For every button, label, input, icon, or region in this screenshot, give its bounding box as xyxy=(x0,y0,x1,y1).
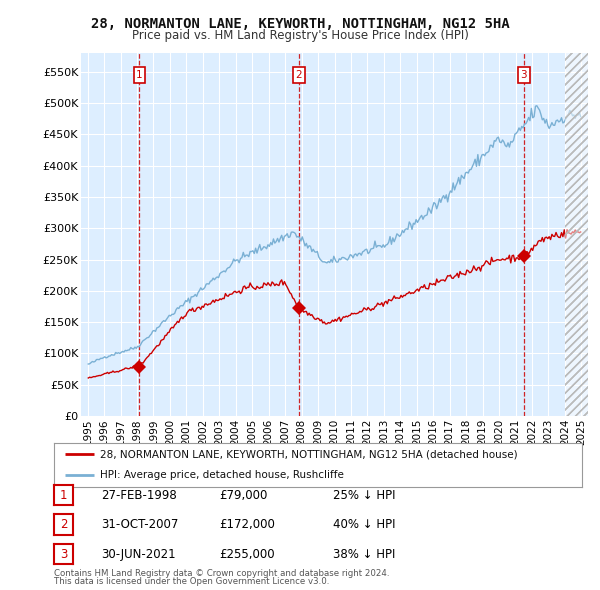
Text: 3: 3 xyxy=(60,548,67,560)
Text: 25% ↓ HPI: 25% ↓ HPI xyxy=(333,489,395,502)
Text: This data is licensed under the Open Government Licence v3.0.: This data is licensed under the Open Gov… xyxy=(54,578,329,586)
Text: 38% ↓ HPI: 38% ↓ HPI xyxy=(333,548,395,560)
Text: 27-FEB-1998: 27-FEB-1998 xyxy=(101,489,176,502)
Text: Contains HM Land Registry data © Crown copyright and database right 2024.: Contains HM Land Registry data © Crown c… xyxy=(54,569,389,578)
Text: £255,000: £255,000 xyxy=(219,548,275,560)
Text: 1: 1 xyxy=(60,489,67,502)
Text: 2: 2 xyxy=(60,518,67,531)
Bar xyxy=(565,53,588,416)
Text: 28, NORMANTON LANE, KEYWORTH, NOTTINGHAM, NG12 5HA: 28, NORMANTON LANE, KEYWORTH, NOTTINGHAM… xyxy=(91,17,509,31)
Text: 2: 2 xyxy=(295,70,302,80)
Text: 28, NORMANTON LANE, KEYWORTH, NOTTINGHAM, NG12 5HA (detached house): 28, NORMANTON LANE, KEYWORTH, NOTTINGHAM… xyxy=(100,450,518,460)
Bar xyxy=(565,53,588,416)
Text: 40% ↓ HPI: 40% ↓ HPI xyxy=(333,518,395,531)
Text: Price paid vs. HM Land Registry's House Price Index (HPI): Price paid vs. HM Land Registry's House … xyxy=(131,30,469,42)
Text: 3: 3 xyxy=(520,70,527,80)
Text: £79,000: £79,000 xyxy=(219,489,268,502)
Text: 30-JUN-2021: 30-JUN-2021 xyxy=(101,548,175,560)
Bar xyxy=(565,53,588,416)
Text: 31-OCT-2007: 31-OCT-2007 xyxy=(101,518,178,531)
Text: HPI: Average price, detached house, Rushcliffe: HPI: Average price, detached house, Rush… xyxy=(100,470,344,480)
Text: 1: 1 xyxy=(136,70,143,80)
Text: £172,000: £172,000 xyxy=(219,518,275,531)
